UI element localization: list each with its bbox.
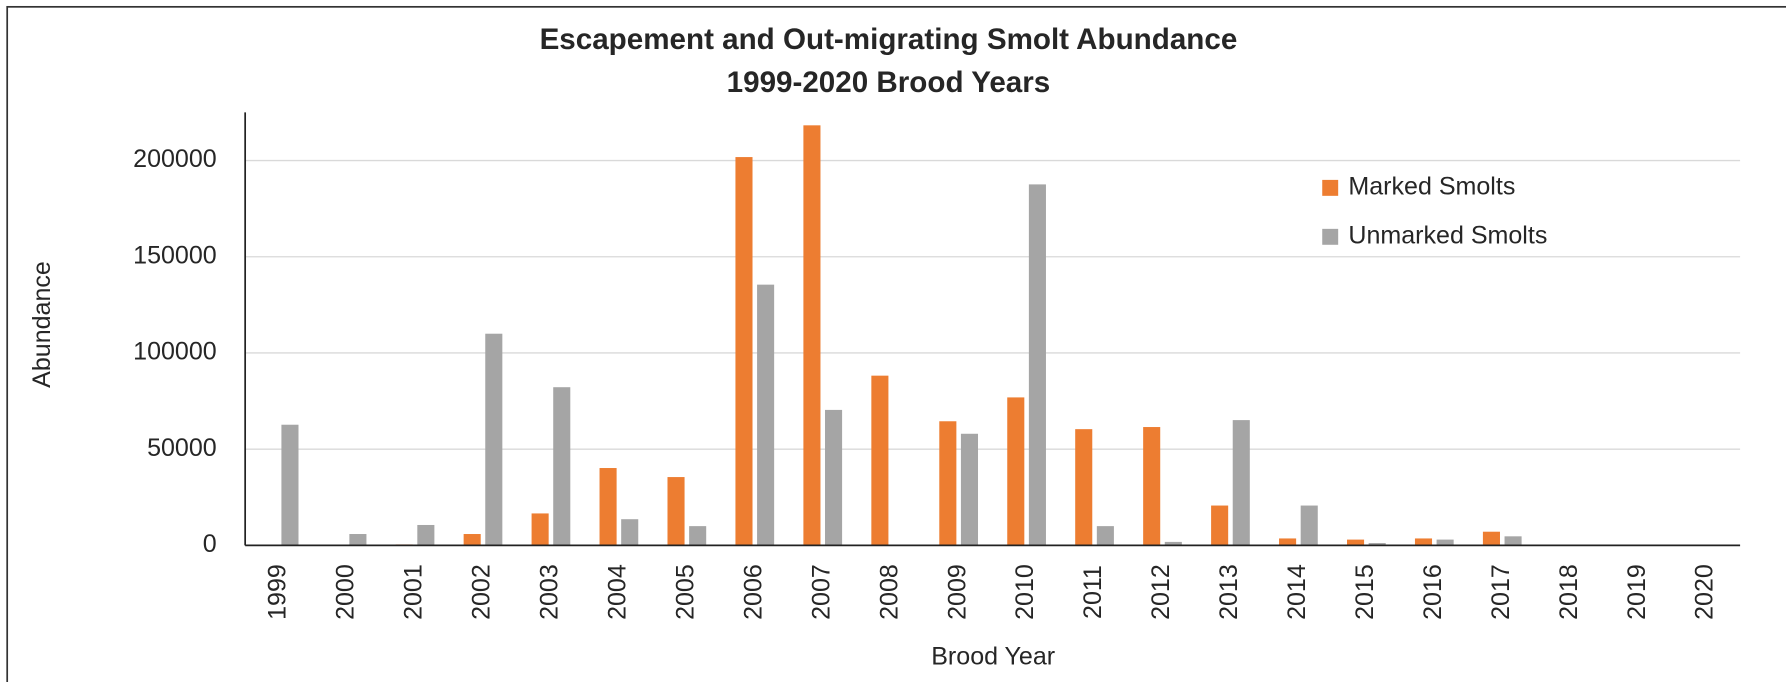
- bar: [281, 424, 299, 546]
- bar: [1211, 505, 1229, 546]
- bar: [485, 333, 503, 546]
- x-tick-label: 2018: [1555, 564, 1583, 620]
- x-tick-label: 2011: [1079, 565, 1107, 619]
- bar: [667, 477, 685, 546]
- x-tick-label: 2001: [400, 564, 428, 620]
- bar: [1300, 505, 1318, 546]
- x-tick-label: 2003: [536, 564, 564, 620]
- x-tick-label: 2015: [1351, 564, 1379, 620]
- bar: [621, 519, 639, 546]
- bar: [1007, 397, 1025, 546]
- y-tick-label: 150000: [133, 241, 217, 269]
- x-tick-label: 2007: [807, 564, 835, 620]
- x-tick-label: 2020: [1691, 564, 1719, 620]
- bar: [417, 524, 435, 546]
- bar: [1482, 531, 1500, 546]
- bar: [1075, 429, 1093, 546]
- legend-label: Marked Smolts: [1348, 172, 1515, 200]
- bar: [825, 409, 843, 546]
- chart-title: Escapement and Out-migrating Smolt Abund…: [540, 23, 1238, 56]
- bar: [349, 534, 367, 546]
- x-tick-label: 2010: [1011, 564, 1039, 620]
- x-tick-label: 2016: [1419, 564, 1447, 620]
- y-axis-label: Abundance: [28, 261, 56, 388]
- x-tick-label: 2014: [1283, 564, 1311, 620]
- bar: [1164, 541, 1182, 546]
- bar: [803, 125, 821, 546]
- x-tick-label: 2004: [604, 564, 632, 620]
- legend-label: Unmarked Smolts: [1348, 221, 1547, 249]
- bar: [1232, 420, 1250, 546]
- bar: [735, 157, 753, 546]
- bar: [553, 387, 571, 546]
- bar: [1279, 538, 1297, 546]
- chart-frame: [6, 5, 1786, 682]
- bar: [939, 421, 957, 546]
- bar: [1414, 538, 1433, 546]
- bar: [1368, 543, 1386, 546]
- x-tick-label: 1999: [264, 564, 292, 620]
- y-tick-label: 0: [203, 530, 217, 558]
- y-tick-label: 50000: [147, 434, 217, 462]
- bar: [531, 513, 549, 546]
- x-tick-label: 2013: [1215, 564, 1243, 620]
- bar: [1504, 536, 1522, 546]
- legend-swatch: [1322, 228, 1339, 245]
- bar: [1347, 539, 1365, 546]
- bar: [689, 526, 707, 546]
- bar: [1436, 539, 1454, 546]
- x-tick-label: 2006: [739, 564, 767, 620]
- x-tick-label: 2009: [943, 564, 971, 620]
- x-tick-label: 2019: [1623, 564, 1651, 620]
- y-tick-label: 100000: [133, 338, 217, 366]
- x-tick-label: 2008: [875, 564, 903, 620]
- x-tick-label: 2002: [468, 564, 496, 620]
- y-tick-label: 200000: [133, 145, 217, 173]
- bar: [871, 375, 889, 546]
- x-tick-label: 2000: [332, 564, 360, 620]
- x-tick-label: 2017: [1487, 564, 1515, 620]
- chart-subtitle: 1999-2020 Brood Years: [727, 66, 1051, 99]
- bar: [960, 433, 979, 546]
- bar: [757, 284, 775, 546]
- x-tick-label: 2012: [1147, 564, 1175, 620]
- bar: [1143, 427, 1161, 546]
- x-axis-label: Brood Year: [931, 643, 1055, 671]
- x-tick-label: 2005: [671, 564, 699, 620]
- bar: [463, 534, 481, 546]
- legend-swatch: [1322, 179, 1339, 196]
- bar: [1028, 184, 1046, 546]
- bar: [1096, 526, 1114, 546]
- bar: [599, 468, 617, 546]
